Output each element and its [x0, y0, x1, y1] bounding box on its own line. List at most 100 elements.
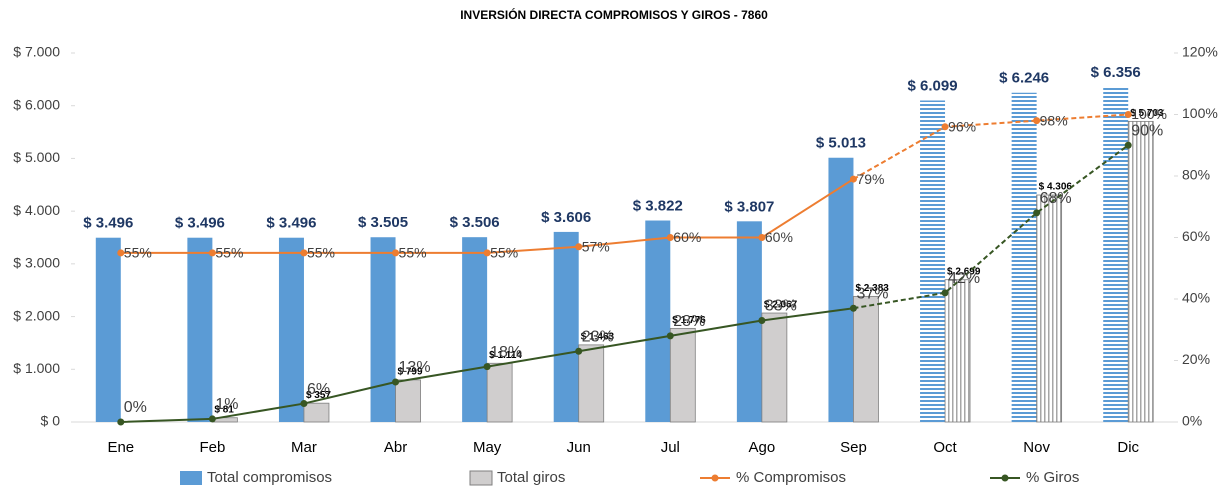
line-marker — [392, 249, 400, 257]
line-value-label: 60% — [765, 229, 793, 245]
line-marker — [392, 378, 400, 386]
bar — [1036, 194, 1063, 423]
line-value-label: 60% — [673, 229, 701, 245]
y-tick-label: $ 4.000 — [13, 202, 60, 218]
bar-value-label: $ 1.776 — [672, 315, 706, 326]
line-marker — [758, 234, 766, 241]
line-marker — [1124, 111, 1132, 118]
bar — [645, 220, 671, 422]
bar-value-label: $ 3.496 — [266, 215, 316, 232]
line-value-label: 55% — [490, 245, 518, 261]
y2-tick-label: 0% — [1182, 413, 1202, 429]
line-value-label: 100% — [1131, 106, 1167, 122]
line-marker — [483, 249, 491, 257]
line — [853, 144, 1129, 310]
bar — [669, 327, 696, 423]
bar — [395, 379, 421, 423]
legend-label: Total giros — [497, 469, 565, 486]
line-marker — [208, 415, 216, 423]
line-value-label: 13% — [399, 359, 431, 376]
bar-value-label: $ 357 — [306, 390, 331, 401]
line-marker — [300, 400, 308, 408]
line-marker — [1033, 117, 1041, 125]
bar-value-label: $ 6.246 — [999, 70, 1049, 87]
bar — [920, 100, 946, 422]
legend-label: % Giros — [1026, 469, 1079, 486]
legend-swatch — [180, 471, 202, 485]
bar — [1127, 120, 1154, 423]
bar-value-label: $ 4.306 — [1039, 182, 1073, 193]
line-value-label: 18% — [490, 344, 522, 361]
bar-value-label: $ 2.383 — [855, 283, 889, 294]
line-marker — [666, 332, 674, 340]
line-marker — [117, 249, 125, 257]
bar-value-label: $ 1.114 — [489, 350, 522, 361]
legend-marker — [1001, 474, 1009, 482]
bar-value-label: $ 799 — [398, 367, 423, 378]
bar — [944, 279, 971, 423]
bar-value-label: $ 3.505 — [358, 214, 408, 231]
bar-value-label: $ 2.699 — [947, 266, 981, 277]
bar — [1011, 92, 1037, 422]
line-value-label: 42% — [948, 270, 980, 287]
bar-value-label: $ 3.496 — [175, 215, 225, 232]
line-value-label: 23% — [582, 328, 614, 345]
line-marker — [575, 243, 583, 251]
x-tick-label: Ago — [749, 439, 776, 456]
line-value-label: 55% — [399, 245, 427, 261]
x-tick-label: Mar — [291, 439, 317, 456]
line-value-label: 33% — [765, 298, 797, 315]
line-marker — [758, 317, 766, 325]
y-tick-label: $ 3.000 — [13, 255, 60, 271]
line-marker — [300, 249, 308, 257]
y2-tick-label: 80% — [1182, 167, 1210, 183]
line-marker — [483, 363, 491, 371]
bar — [187, 237, 213, 422]
bar-value-label: $ 6.356 — [1091, 64, 1141, 81]
bar — [462, 237, 488, 422]
x-tick-label: Jul — [661, 439, 680, 456]
bar-value-label: $ 5.703 — [1130, 108, 1164, 119]
y-tick-label: $ 7.000 — [13, 44, 60, 60]
line-marker — [1124, 141, 1132, 149]
bar-value-label: $ 3.807 — [724, 198, 774, 215]
line-value-label: 96% — [948, 119, 976, 135]
line-marker — [208, 249, 216, 257]
y-tick-label: $ 6.000 — [13, 96, 60, 112]
line-value-label: 57% — [582, 238, 610, 254]
line-marker — [575, 347, 583, 355]
legend-marker — [711, 474, 719, 482]
x-tick-label: Ene — [107, 439, 134, 456]
y2-tick-label: 40% — [1182, 290, 1210, 306]
legend-label: % Compromisos — [736, 469, 846, 486]
y-tick-label: $ 2.000 — [13, 307, 60, 323]
bar — [578, 344, 605, 423]
bar-value-label: $ 3.506 — [450, 214, 500, 231]
bar-value-label: $ 3.822 — [633, 197, 683, 214]
x-tick-label: Feb — [199, 439, 225, 456]
y2-tick-label: 120% — [1182, 44, 1218, 60]
bar — [761, 312, 788, 423]
line-marker — [117, 418, 125, 426]
line-marker — [849, 175, 857, 183]
bar — [853, 295, 879, 423]
bar-value-label: $ 2.067 — [764, 300, 798, 311]
y2-tick-label: 20% — [1182, 351, 1210, 367]
line-marker — [941, 289, 949, 297]
line-value-label: 55% — [124, 245, 152, 261]
line-value-label: 79% — [856, 171, 884, 187]
line-value-label: 6% — [307, 381, 330, 398]
bar — [553, 231, 579, 422]
bar-value-label: $ 81 — [214, 404, 234, 415]
bar — [95, 237, 121, 422]
y-tick-label: $ 1.000 — [13, 360, 60, 376]
line-value-label: 98% — [1040, 112, 1068, 128]
bar-value-label: $ 1.463 — [581, 332, 615, 343]
x-tick-label: Jun — [567, 439, 591, 456]
line-marker — [1033, 209, 1041, 217]
line-value-label: 28% — [673, 313, 705, 330]
line-value-label: 1% — [215, 396, 238, 413]
x-tick-label: Sep — [840, 439, 867, 456]
bar — [1103, 86, 1129, 422]
